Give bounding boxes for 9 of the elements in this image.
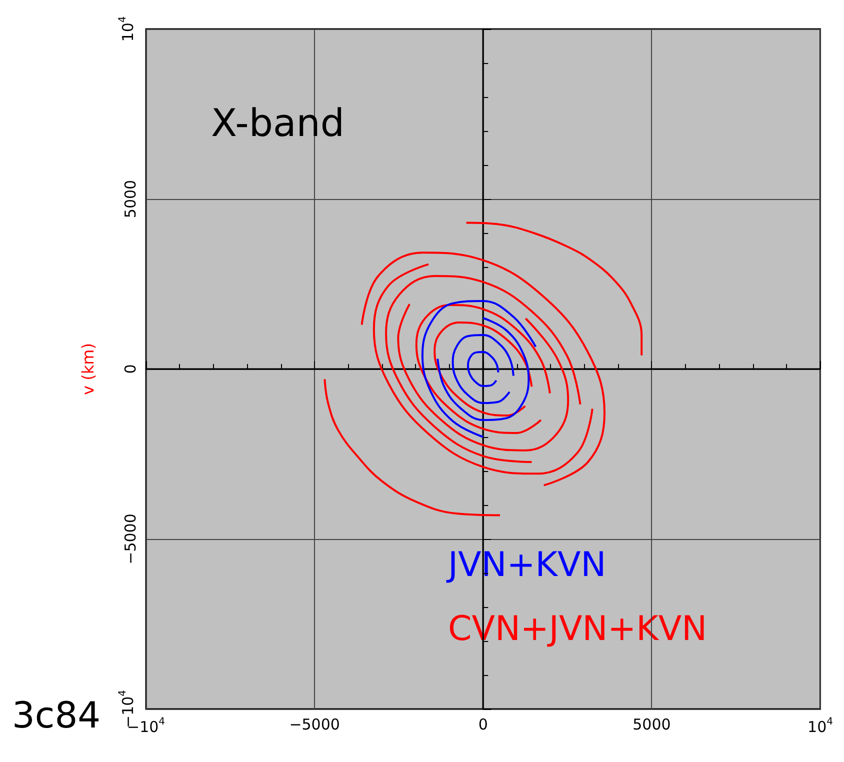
x-tick-label: −5000 — [289, 716, 340, 734]
y-tick-label: −5000 — [122, 514, 140, 564]
x-tick-label: 5000 — [632, 716, 671, 734]
y-tick-label: 104 — [118, 16, 137, 42]
x-tick-label: 0 — [478, 716, 488, 734]
text: 3c84 — [12, 696, 101, 736]
y-tick-label: 0 — [122, 364, 140, 374]
y-axis-title: v (km) — [78, 343, 98, 395]
y-tick-label: 5000 — [122, 180, 140, 218]
